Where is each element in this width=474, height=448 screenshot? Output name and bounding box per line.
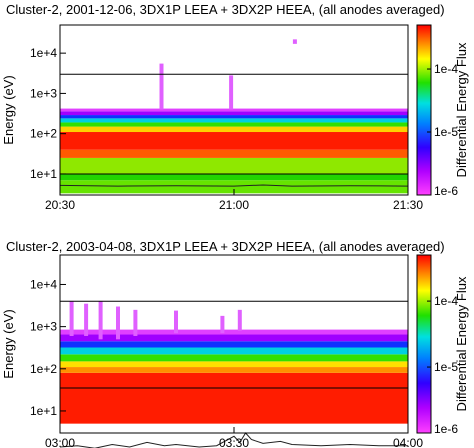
x-axis-ticks: 20:30 21:00 21:30 xyxy=(45,189,423,212)
flux-band xyxy=(60,132,408,150)
y-axis-ticks: 1e+4 1e+3 1e+2 1e+1 xyxy=(30,277,66,418)
y-tick-label: 1e+2 xyxy=(30,127,57,141)
flux-band xyxy=(60,367,408,373)
flux-spike xyxy=(237,309,242,331)
trace-line xyxy=(59,432,408,448)
spectrogram-marks xyxy=(59,301,408,448)
colorbar-label: Differential Energy Flux xyxy=(454,276,469,411)
flux-band xyxy=(60,108,408,112)
flux-band xyxy=(60,354,408,362)
colorbar xyxy=(416,254,432,434)
trace-line xyxy=(59,184,409,187)
x-tick-label: 03:30 xyxy=(219,436,249,448)
colorbar-ticks: 1e-4 1e-5 1e-6 xyxy=(427,62,458,198)
flux-band xyxy=(60,126,408,133)
flux-band xyxy=(60,149,408,158)
colorbar-tick-label: 1e-4 xyxy=(434,294,458,308)
x-axis-ticks: 03:00 03:30 04:00 xyxy=(45,427,423,448)
panel-title: Cluster-2, 2003-04-08, 3DX1P LEEA + 3DX2… xyxy=(6,239,445,254)
flux-spike xyxy=(229,75,234,110)
colorbar-ticks: 1e-4 1e-5 1e-6 xyxy=(427,294,458,436)
flux-spike xyxy=(292,39,297,44)
flux-spike xyxy=(159,63,164,110)
flux-band xyxy=(60,111,408,116)
y-tick-label: 1e+1 xyxy=(30,167,57,181)
flux-spike xyxy=(84,303,89,336)
flux-band xyxy=(60,329,408,335)
flux-spike xyxy=(133,309,138,336)
flux-band xyxy=(60,157,408,174)
flux-spike xyxy=(116,306,120,340)
y-tick-label: 1e+4 xyxy=(30,46,57,60)
y-tick-label: 1e+2 xyxy=(30,362,57,376)
flux-band xyxy=(60,334,408,342)
flux-band xyxy=(60,347,408,355)
colorbar-tick-label: 1e-6 xyxy=(434,184,458,198)
flux-band xyxy=(60,372,408,424)
colorbar-label: Differential Energy Flux xyxy=(454,42,469,177)
y-tick-label: 1e+1 xyxy=(30,404,57,418)
colorbar-tick-label: 1e-6 xyxy=(434,422,458,436)
colorbar-tick-label: 1e-5 xyxy=(434,125,458,139)
y-axis-ticks: 1e+4 1e+3 1e+2 1e+1 xyxy=(30,46,66,181)
flux-band xyxy=(60,180,408,194)
flux-band xyxy=(60,115,408,119)
spectrogram-panel-1: Cluster-2, 2001-12-06, 3DX1P LEEA + 3DX2… xyxy=(1,2,469,212)
flux-spike xyxy=(220,315,225,334)
x-tick-label: 04:00 xyxy=(393,436,423,448)
flux-band xyxy=(60,341,408,348)
panel-title: Cluster-2, 2001-12-06, 3DX1P LEEA + 3DX2… xyxy=(6,2,445,17)
y-tick-label: 1e+3 xyxy=(30,86,57,100)
flux-spike xyxy=(98,301,103,340)
x-tick-label: 03:00 xyxy=(45,436,75,448)
y-axis-label: Energy (eV) xyxy=(1,75,16,144)
flux-band xyxy=(60,361,408,368)
flux-band xyxy=(60,173,408,181)
flux-spike xyxy=(174,310,178,334)
x-tick-label: 20:30 xyxy=(45,198,75,212)
flux-band xyxy=(60,122,408,127)
x-tick-label: 21:00 xyxy=(219,198,249,212)
spectrogram-marks xyxy=(59,39,409,194)
colorbar-tick-label: 1e-4 xyxy=(434,62,458,76)
boundary-lines xyxy=(60,300,408,389)
colorbar xyxy=(416,24,432,196)
y-tick-label: 1e+3 xyxy=(30,320,57,334)
boundary-lines xyxy=(60,73,408,175)
x-tick-label: 21:30 xyxy=(393,198,423,212)
flux-band xyxy=(60,118,408,123)
y-axis-label: Energy (eV) xyxy=(1,309,16,378)
y-tick-label: 1e+4 xyxy=(30,277,57,291)
flux-spike xyxy=(69,301,74,336)
spectrogram-panel-2: Cluster-2, 2003-04-08, 3DX1P LEEA + 3DX2… xyxy=(1,239,469,448)
colorbar-tick-label: 1e-5 xyxy=(434,360,458,374)
